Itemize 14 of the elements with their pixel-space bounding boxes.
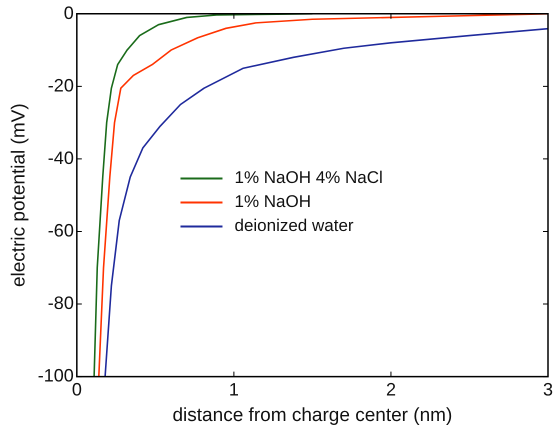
y-tick-label: -80 — [48, 293, 74, 314]
legend-label: deionized water — [234, 216, 354, 236]
legend-label: 1% NaOH 4% NaCl — [234, 168, 383, 188]
x-axis-title: distance from charge center (nm) — [172, 404, 452, 426]
x-tick-label: 1 — [228, 379, 239, 400]
x-tick-label: 2 — [386, 379, 396, 400]
y-tick-label: -60 — [48, 220, 74, 240]
y-tick-label: -100 — [38, 366, 74, 386]
y-tick-label: -20 — [48, 75, 74, 96]
y-tick-label: 0 — [64, 2, 74, 23]
x-tick-label: 3 — [542, 379, 554, 400]
y-tick-label: -40 — [48, 148, 74, 168]
y-axis-title: electric potential (mV) — [8, 103, 30, 288]
legend-label: 1% NaOH — [234, 192, 312, 212]
